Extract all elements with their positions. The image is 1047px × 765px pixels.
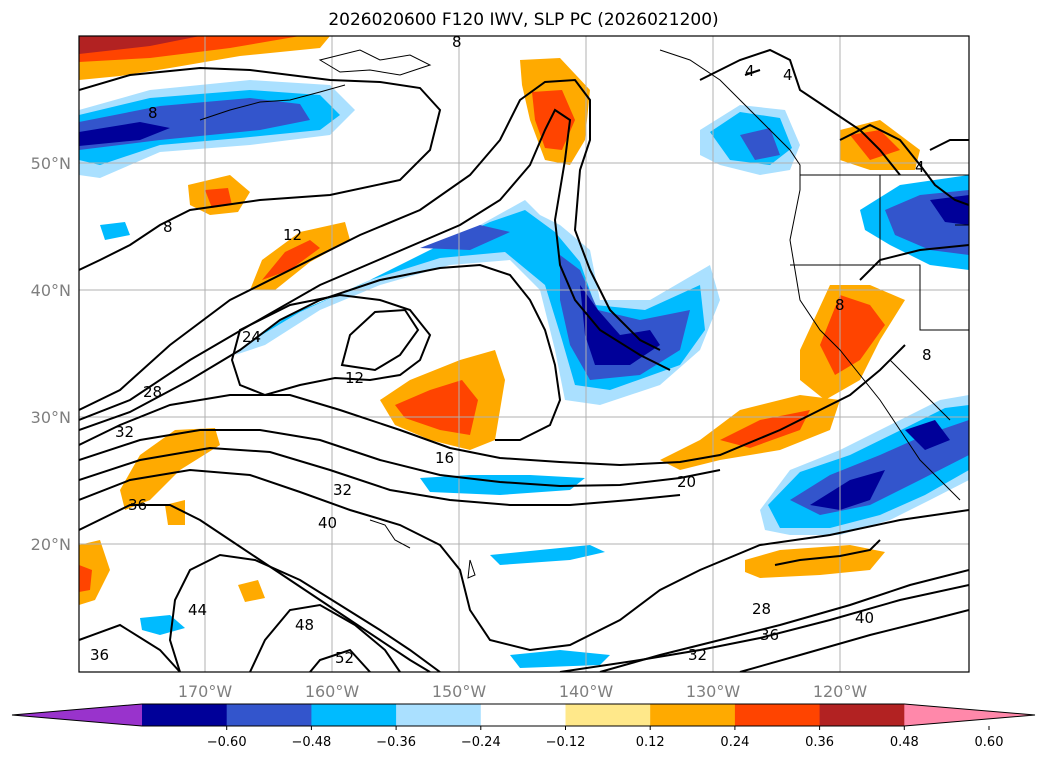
shade-nw-max (79, 36, 200, 54)
contour-label: 28 (752, 600, 771, 618)
colorbar: −0.60 −0.48 −0.36 −0.24 −0.12 0.12 0.24 0.36 0.4… (11, 703, 1036, 750)
contour-label: 24 (242, 328, 261, 346)
contour-label: 20 (677, 473, 696, 491)
contour-label: 32 (115, 423, 134, 441)
contour-labels: 8 8 12 12 16 20 24 28 32 32 36 36 40 44 … (90, 33, 932, 667)
contour-label: 8 (922, 346, 932, 364)
colorbar-segment (734, 704, 821, 726)
lat-tick-label: 20°N (31, 535, 71, 554)
contour-label: 16 (435, 449, 454, 467)
colorbar-extend-low (12, 704, 142, 726)
lon-tick-label: 170°W (178, 682, 233, 701)
colorbar-tick-label: 0.48 (890, 735, 919, 750)
lon-tick-label: 130°W (686, 682, 741, 701)
colorbar-segment (819, 704, 905, 726)
colorbar-tick-label: 0.36 (805, 735, 834, 750)
slp-contours (79, 48, 969, 672)
contour-label: 4 (915, 158, 925, 176)
contour-label: 4 (745, 62, 755, 80)
colorbar-segment (226, 704, 312, 726)
colorbar-segment (480, 704, 566, 726)
colorbar-tick-label: 0.60 (975, 735, 1004, 750)
contour-label: 44 (188, 601, 207, 619)
colorbar-tick-label: −0.12 (546, 735, 586, 750)
contour-label: 36 (760, 626, 779, 644)
map-area: 8 8 12 12 16 20 24 28 32 32 36 36 40 44 … (79, 33, 969, 672)
lon-tick-label: 120°W (813, 682, 868, 701)
lon-tick-label: 160°W (305, 682, 360, 701)
contour-label: 52 (335, 649, 354, 667)
map-border (78, 35, 970, 673)
colorbar-segment (396, 704, 482, 726)
colorbar-segment (650, 704, 736, 726)
lat-tick-label: 50°N (31, 154, 71, 173)
colorbar-segment (565, 704, 651, 726)
colorbar-outline (11, 703, 1036, 727)
colorbar-tick-label: −0.48 (291, 735, 331, 750)
shade-c-red (395, 380, 478, 435)
colorbar-tick-label: 0.12 (636, 735, 665, 750)
contour-label: 32 (688, 646, 707, 664)
colorbar-segment (142, 704, 228, 726)
contour-label: 28 (143, 383, 162, 401)
contour-label: 8 (163, 218, 173, 236)
gridlines (79, 36, 969, 672)
shade-se-navy (810, 420, 950, 510)
colorbar-tick-label: −0.60 (207, 735, 247, 750)
contour-label: 8 (835, 296, 845, 314)
shade-nw-navy (79, 122, 170, 146)
contour-label: 48 (295, 616, 314, 634)
lat-tick-label: 30°N (31, 408, 71, 427)
colorbar-tick-label: −0.36 (376, 735, 416, 750)
contour-label: 4 (783, 66, 793, 84)
lat-tick-label: 40°N (31, 281, 71, 300)
contour-label: 12 (283, 226, 302, 244)
colorbar-extend-high (904, 704, 1035, 726)
lat-tick-labels: 50°N 40°N 30°N 20°N (31, 154, 71, 554)
shade-e-red (820, 295, 885, 375)
contour-label: 8 (452, 33, 462, 51)
colorbar-segment (311, 704, 397, 726)
lon-tick-label: 150°W (432, 682, 487, 701)
lon-tick-label: 140°W (559, 682, 614, 701)
contour-label: 36 (90, 646, 109, 664)
colorbar-tick-label: −0.24 (461, 735, 501, 750)
contour-label: 8 (148, 104, 158, 122)
shade-central-navy (580, 285, 660, 365)
contour-label: 36 (128, 496, 147, 514)
map-title: 2026020600 F120 IWV, SLP PC (2026021200) (328, 10, 719, 30)
contour-label: 32 (333, 481, 352, 499)
colorbar-tick-label: 0.24 (720, 735, 749, 750)
contour-label: 40 (855, 609, 874, 627)
coastlines (199, 49, 969, 579)
lon-tick-labels: 170°W 160°W 150°W 140°W 130°W 120°W (178, 682, 868, 701)
contour-label: 12 (345, 369, 364, 387)
contour-label: 40 (318, 514, 337, 532)
